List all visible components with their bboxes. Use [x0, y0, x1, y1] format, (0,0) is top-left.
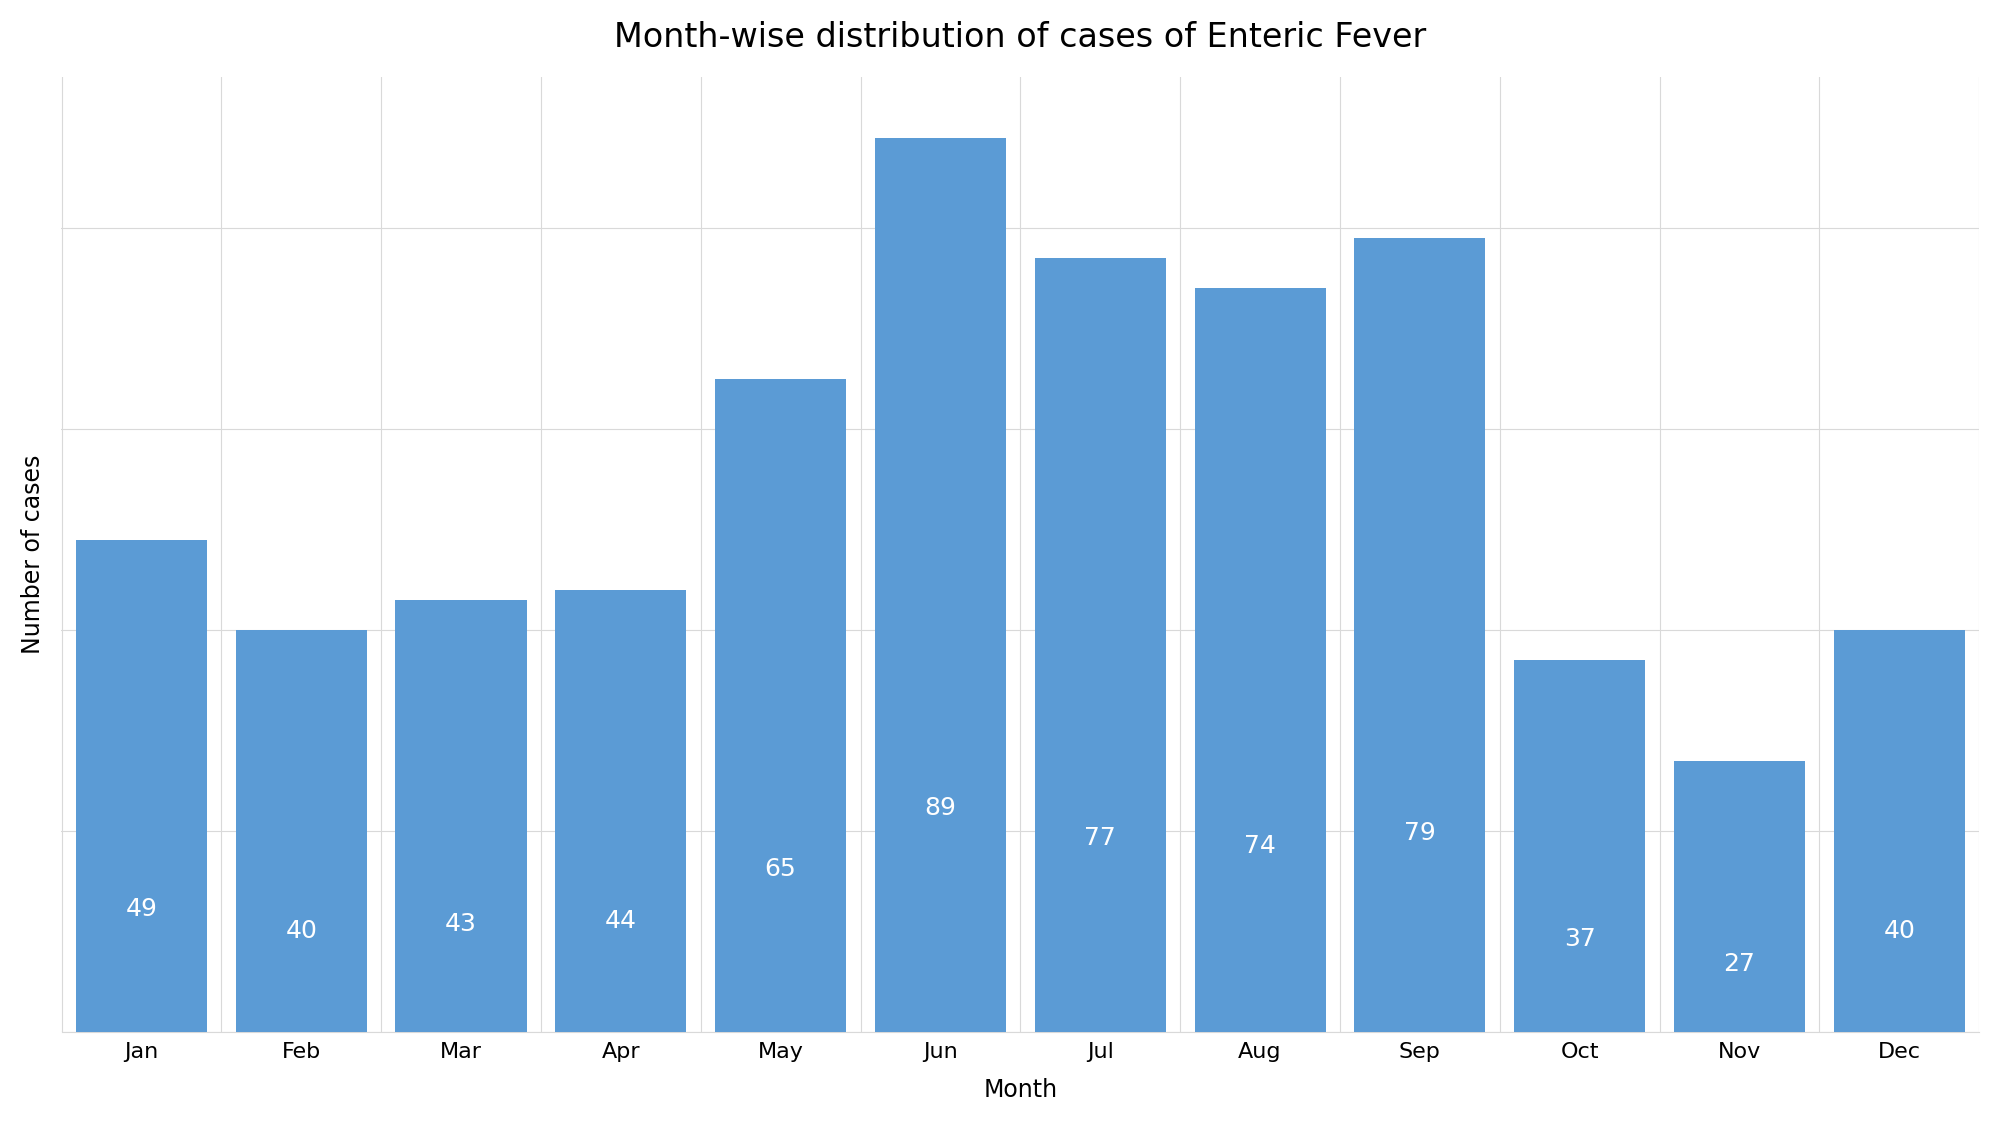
Bar: [76, 539, 206, 1032]
Text: 40: 40: [286, 920, 318, 943]
Text: 79: 79: [1404, 821, 1436, 846]
Text: 74: 74: [1244, 834, 1276, 858]
Bar: [1674, 760, 1804, 1032]
Bar: [1834, 630, 1964, 1032]
X-axis label: Month: Month: [984, 1078, 1058, 1102]
Bar: [236, 630, 366, 1032]
Title: Month-wise distribution of cases of Enteric Fever: Month-wise distribution of cases of Ente…: [614, 21, 1426, 54]
Text: 43: 43: [446, 912, 476, 935]
Y-axis label: Number of cases: Number of cases: [20, 455, 44, 655]
Text: 77: 77: [1084, 827, 1116, 850]
Bar: [1034, 258, 1166, 1032]
Text: 65: 65: [764, 857, 796, 880]
Bar: [1354, 238, 1486, 1032]
Bar: [716, 378, 846, 1032]
Text: 37: 37: [1564, 926, 1596, 951]
Text: 89: 89: [924, 796, 956, 820]
Text: 40: 40: [1884, 920, 1916, 943]
Text: 27: 27: [1724, 952, 1756, 976]
Text: 49: 49: [126, 896, 158, 921]
Text: 44: 44: [604, 910, 636, 933]
Bar: [874, 138, 1006, 1032]
Bar: [1194, 289, 1326, 1032]
Bar: [556, 590, 686, 1032]
Bar: [1514, 660, 1646, 1032]
Bar: [396, 600, 526, 1032]
